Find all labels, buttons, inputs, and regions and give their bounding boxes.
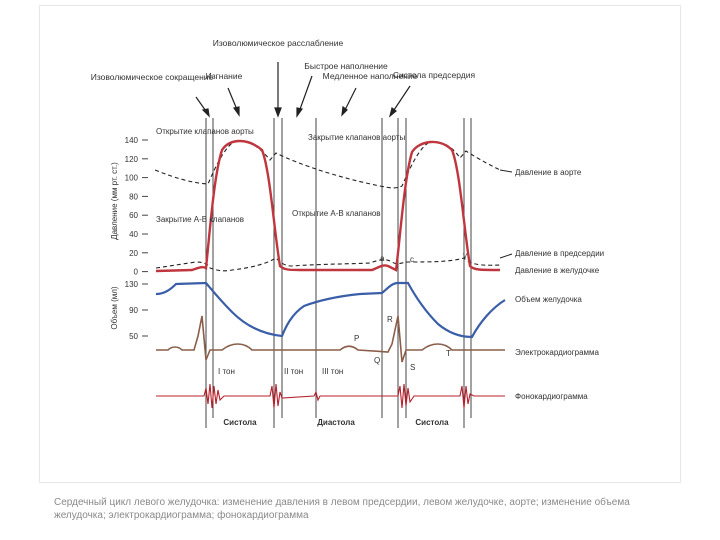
second-sound-label: II тон (284, 367, 303, 376)
phase-atrial-systole-label: Систола предсердия (393, 70, 476, 80)
phase-arrows (195, 62, 411, 118)
phase-diastole: Диастола (317, 418, 355, 427)
phase-iso-contract-label: Изоволюмическое сокращение (91, 72, 214, 82)
aortic-pressure-curve (154, 140, 501, 189)
ecg-wave-labels: P Q R S T (354, 315, 451, 372)
figure-panel (40, 6, 680, 482)
volume-tick-130: 130 (125, 280, 139, 289)
phase-systole-1: Систола (223, 418, 257, 427)
volume-axis-label: Объем (мл) (110, 286, 119, 330)
pressure-axis: Давление (мм рт. ст.) 140 120 100 80 60 40 20 0 (110, 136, 148, 277)
legend-aortic-pressure: Давление в аорте (515, 168, 582, 177)
phase-ejection-label: Изгнание (206, 71, 243, 81)
legend-atrial-pressure: Давление в предсердии (515, 249, 604, 258)
av-open-label: Открытие А-В клапанов (292, 209, 381, 218)
volume-tick-90: 90 (129, 306, 138, 315)
phase-iso-relax-label: Изоволюмическое расслабление (213, 38, 344, 48)
pressure-tick-140: 140 (125, 136, 139, 145)
aortic-close-label: Закрытие клапанов аорты (308, 133, 405, 142)
first-sound-label: I тон (218, 367, 235, 376)
ecg-t-label: T (446, 349, 451, 358)
pressure-tick-100: 100 (125, 174, 139, 183)
av-close-label: Закрытие А-В клапанов (156, 215, 244, 224)
pressure-tick-60: 60 (129, 211, 138, 220)
phase-slow-fill-label: Медленное наполнение (323, 71, 418, 81)
pressure-tick-120: 120 (125, 155, 139, 164)
phase-fast-fill-label: Быстрое наполнение (304, 61, 388, 71)
legend-pcg: Фонокардиограмма (515, 392, 588, 401)
pressure-tick-40: 40 (129, 230, 138, 239)
wave-c-label: c (410, 255, 414, 264)
third-sound-label: III тон (322, 367, 343, 376)
ecg-s-label: S (410, 363, 415, 372)
ventricular-volume-curve (155, 281, 506, 339)
ecg-q-label: Q (374, 356, 380, 365)
legend: Давление в аорте Давление в предсердии Д… (499, 168, 604, 401)
legend-ventricular-volume: Объем желудочка (515, 295, 582, 304)
pressure-tick-80: 80 (129, 192, 138, 201)
ecg-p-label: P (354, 334, 359, 343)
ecg-trace (156, 315, 505, 363)
wave-a-label: a (380, 254, 385, 263)
phase-bar: Систола Диастола Систола (205, 418, 465, 428)
phase-systole-2: Систола (415, 418, 449, 427)
pressure-axis-label: Давление (мм рт. ст.) (110, 162, 119, 240)
annotations: Открытие клапанов аорты Закрытие клапано… (156, 127, 467, 264)
volume-tick-50: 50 (129, 332, 138, 341)
figure-caption: Сердечный цикл левого желудочка: изменен… (54, 497, 630, 521)
pressure-tick-20: 20 (129, 249, 138, 258)
wave-v-label: v (463, 251, 467, 260)
pressure-tick-0: 0 (134, 268, 139, 277)
atrial-pressure-curve (155, 257, 501, 272)
pcg-trace (156, 383, 505, 409)
ventricular-pressure-curve (155, 139, 501, 273)
legend-ecg: Электрокардиограмма (515, 348, 600, 357)
volume-axis: Объем (мл) 130 90 50 (110, 280, 148, 341)
legend-ventricular-pressure: Давление в желудочке (515, 266, 600, 275)
ecg-r-label: R (387, 315, 393, 324)
aortic-open-label: Открытие клапанов аорты (156, 127, 254, 136)
